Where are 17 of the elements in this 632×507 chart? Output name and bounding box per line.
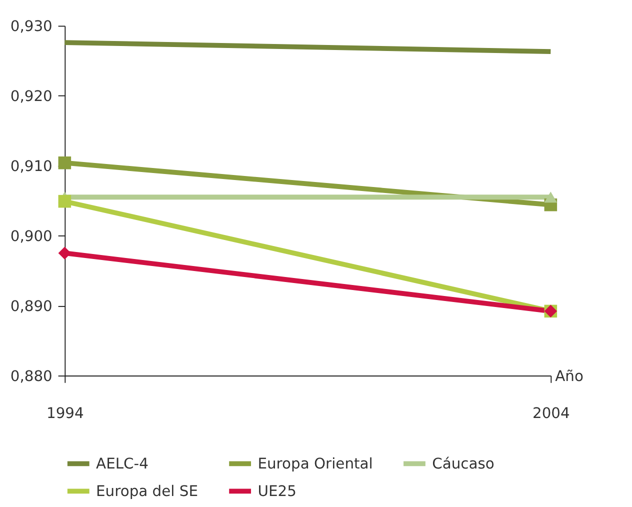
y-tick-label: 0,880 [10, 368, 52, 385]
y-tick-label: 0,920 [10, 88, 52, 106]
legend-label: Cáucaso [432, 456, 494, 473]
legend-label: Europa del SE [96, 483, 198, 500]
point [58, 156, 72, 170]
x-tick-label: 2004 [532, 405, 570, 422]
y-tick-label: 0,900 [10, 228, 52, 245]
legend-label: Europa Oriental [258, 456, 373, 473]
y-tick-label: 0,890 [10, 298, 52, 315]
x-axis-title: Año [555, 368, 584, 385]
legend-label: UE25 [258, 483, 296, 500]
point [58, 246, 72, 260]
x-tick-label: 1994 [46, 405, 84, 422]
y-tick-label: 0,930 [10, 18, 52, 36]
legend-label: AELC-4 [96, 456, 148, 473]
point [58, 194, 72, 208]
y-tick-label: 0,910 [10, 158, 52, 176]
